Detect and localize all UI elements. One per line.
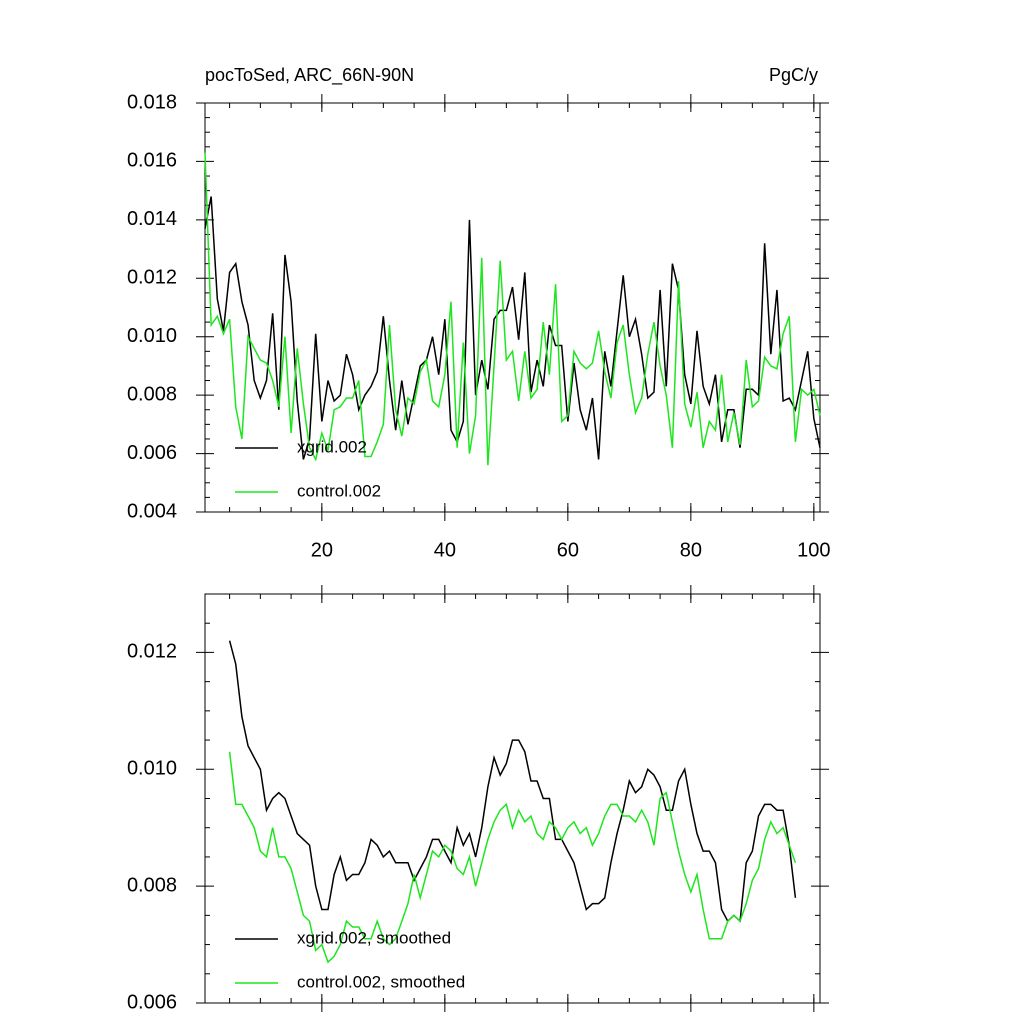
- y-tick-label: 0.008: [127, 383, 177, 405]
- y-tick-label: 0.010: [127, 325, 177, 347]
- legend-label: control.002, smoothed: [297, 972, 465, 991]
- y-tick-label: 0.014: [127, 208, 177, 230]
- y-tick-label: 0.004: [127, 500, 177, 522]
- y-tick-label: 0.012: [127, 641, 177, 663]
- y-tick-label: 0.010: [127, 758, 177, 780]
- y-tick-label: 0.018: [127, 91, 177, 113]
- y-tick-label: 0.006: [127, 991, 177, 1013]
- y-tick-label: 0.012: [127, 267, 177, 289]
- y-tick-label: 0.016: [127, 150, 177, 172]
- x-tick-label: 20: [311, 539, 333, 561]
- x-tick-label: 100: [797, 539, 830, 561]
- series-line: [204, 152, 821, 466]
- x-tick-label: 60: [557, 539, 579, 561]
- series-line: [228, 751, 797, 964]
- y-tick-label: 0.008: [127, 874, 177, 896]
- chart-title: pocToSed, ARC_66N-90N: [205, 65, 414, 86]
- y-tick-label: 0.006: [127, 442, 177, 464]
- series-line: [228, 640, 797, 923]
- legend-label: control.002: [297, 481, 381, 500]
- legend-label: xgrid.002, smoothed: [297, 928, 451, 947]
- series-line: [204, 196, 821, 460]
- legend-label: xgrid.002: [297, 437, 367, 456]
- x-tick-label: 40: [434, 539, 456, 561]
- x-tick-label: 80: [680, 539, 702, 561]
- units-label: PgC/y: [769, 65, 818, 85]
